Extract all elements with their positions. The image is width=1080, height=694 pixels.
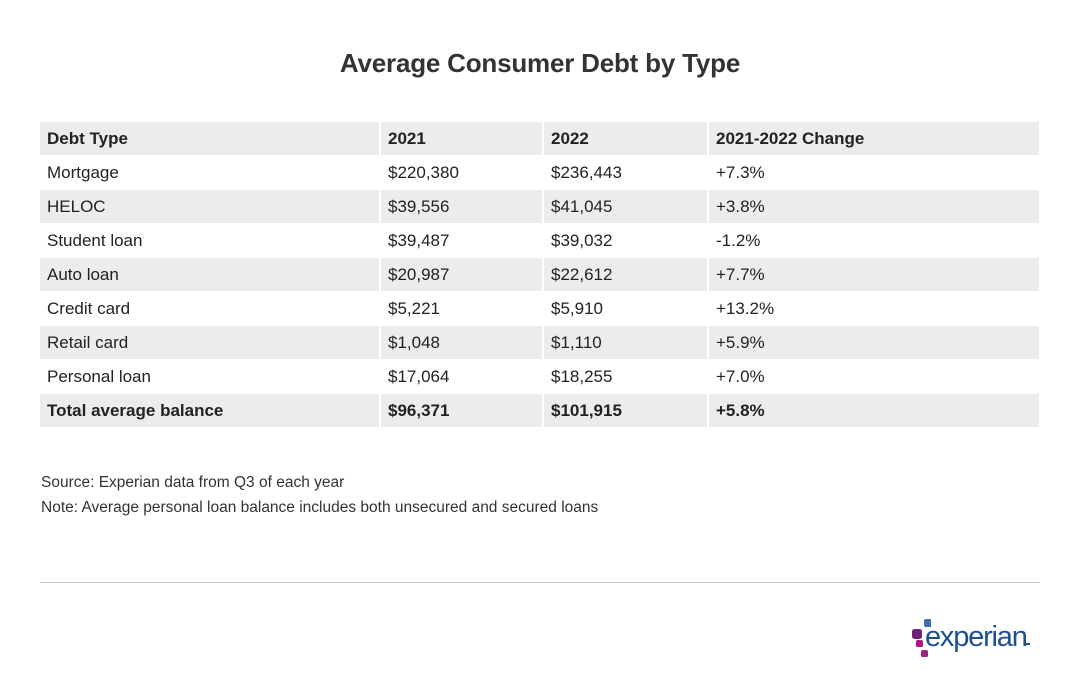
table-row: HELOC $39,556 $41,045 +3.8%: [40, 190, 1039, 223]
loan-note: Note: Average personal loan balance incl…: [41, 499, 599, 516]
cell-debt-type: Retail card: [40, 326, 379, 359]
cell-2022: $101,915: [544, 394, 707, 427]
table-row: Auto loan $20,987 $22,612 +7.7%: [40, 258, 1039, 291]
cell-change: +13.2%: [716, 298, 775, 318]
cell-2022: $236,443: [551, 162, 622, 182]
cell-change: +7.7%: [709, 258, 1039, 291]
cell-change: -1.2%: [716, 230, 761, 250]
cell-debt-type: Mortgage: [47, 162, 119, 182]
divider: [40, 582, 1040, 583]
cell-2021: $96,371: [381, 394, 542, 427]
table-header-row: Debt Type 2021 2022 2021-2022 Change: [40, 122, 1039, 155]
cell-2021: $5,221: [388, 298, 440, 318]
cell-change: +7.3%: [716, 162, 765, 182]
column-header-2021: 2021: [381, 122, 542, 155]
source-note: Source: Experian data from Q3 of each ye…: [41, 474, 345, 491]
table-total-row: Total average balance $96,371 $101,915 +…: [40, 394, 1039, 427]
logo-dots-icon: [912, 619, 931, 657]
debt-table: Debt Type 2021 2022 2021-2022 Change Mor…: [38, 121, 1041, 428]
cell-change: +7.0%: [716, 366, 765, 386]
cell-2021: $220,380: [388, 162, 459, 182]
table-row: Retail card $1,048 $1,110 +5.9%: [40, 326, 1039, 359]
cell-change: +3.8%: [709, 190, 1039, 223]
cell-2022: $18,255: [551, 366, 613, 386]
logo-tm-mark: [1025, 643, 1030, 645]
logo-wordmark: experian: [925, 621, 1028, 653]
cell-debt-type: Personal loan: [47, 366, 151, 386]
experian-logo: experian: [911, 619, 1036, 661]
cell-debt-type: HELOC: [40, 190, 379, 223]
table-row: Student loan $39,487 $39,032 -1.2%: [40, 224, 1039, 257]
cell-debt-type: Auto loan: [40, 258, 379, 291]
cell-2021: $39,487: [388, 230, 450, 250]
cell-2022: $39,032: [551, 230, 613, 250]
table-row: Credit card $5,221 $5,910 +13.2%: [40, 292, 1039, 325]
table-row: Personal loan $17,064 $18,255 +7.0%: [40, 360, 1039, 393]
cell-2021: $20,987: [381, 258, 542, 291]
column-header-debt-type: Debt Type: [40, 122, 379, 155]
table-row: Mortgage $220,380 $236,443 +7.3%: [40, 156, 1039, 189]
cell-debt-type: Credit card: [47, 298, 131, 318]
column-header-2022: 2022: [544, 122, 707, 155]
cell-2022: $22,612: [544, 258, 707, 291]
column-header-change: 2021-2022 Change: [709, 122, 1039, 155]
cell-2022: $1,110: [544, 326, 707, 359]
cell-change: +5.9%: [709, 326, 1039, 359]
page-title: Average Consumer Debt by Type: [339, 48, 741, 78]
cell-2022: $5,910: [551, 298, 603, 318]
cell-2022: $41,045: [544, 190, 707, 223]
cell-debt-type: Student loan: [47, 230, 143, 250]
cell-debt-type: Total average balance: [40, 394, 379, 427]
cell-2021: $17,064: [388, 366, 450, 386]
cell-2021: $1,048: [381, 326, 542, 359]
cell-change: +5.8%: [709, 394, 1039, 427]
footnotes: Source: Experian data from Q3 of each ye…: [41, 470, 598, 520]
cell-2021: $39,556: [381, 190, 542, 223]
